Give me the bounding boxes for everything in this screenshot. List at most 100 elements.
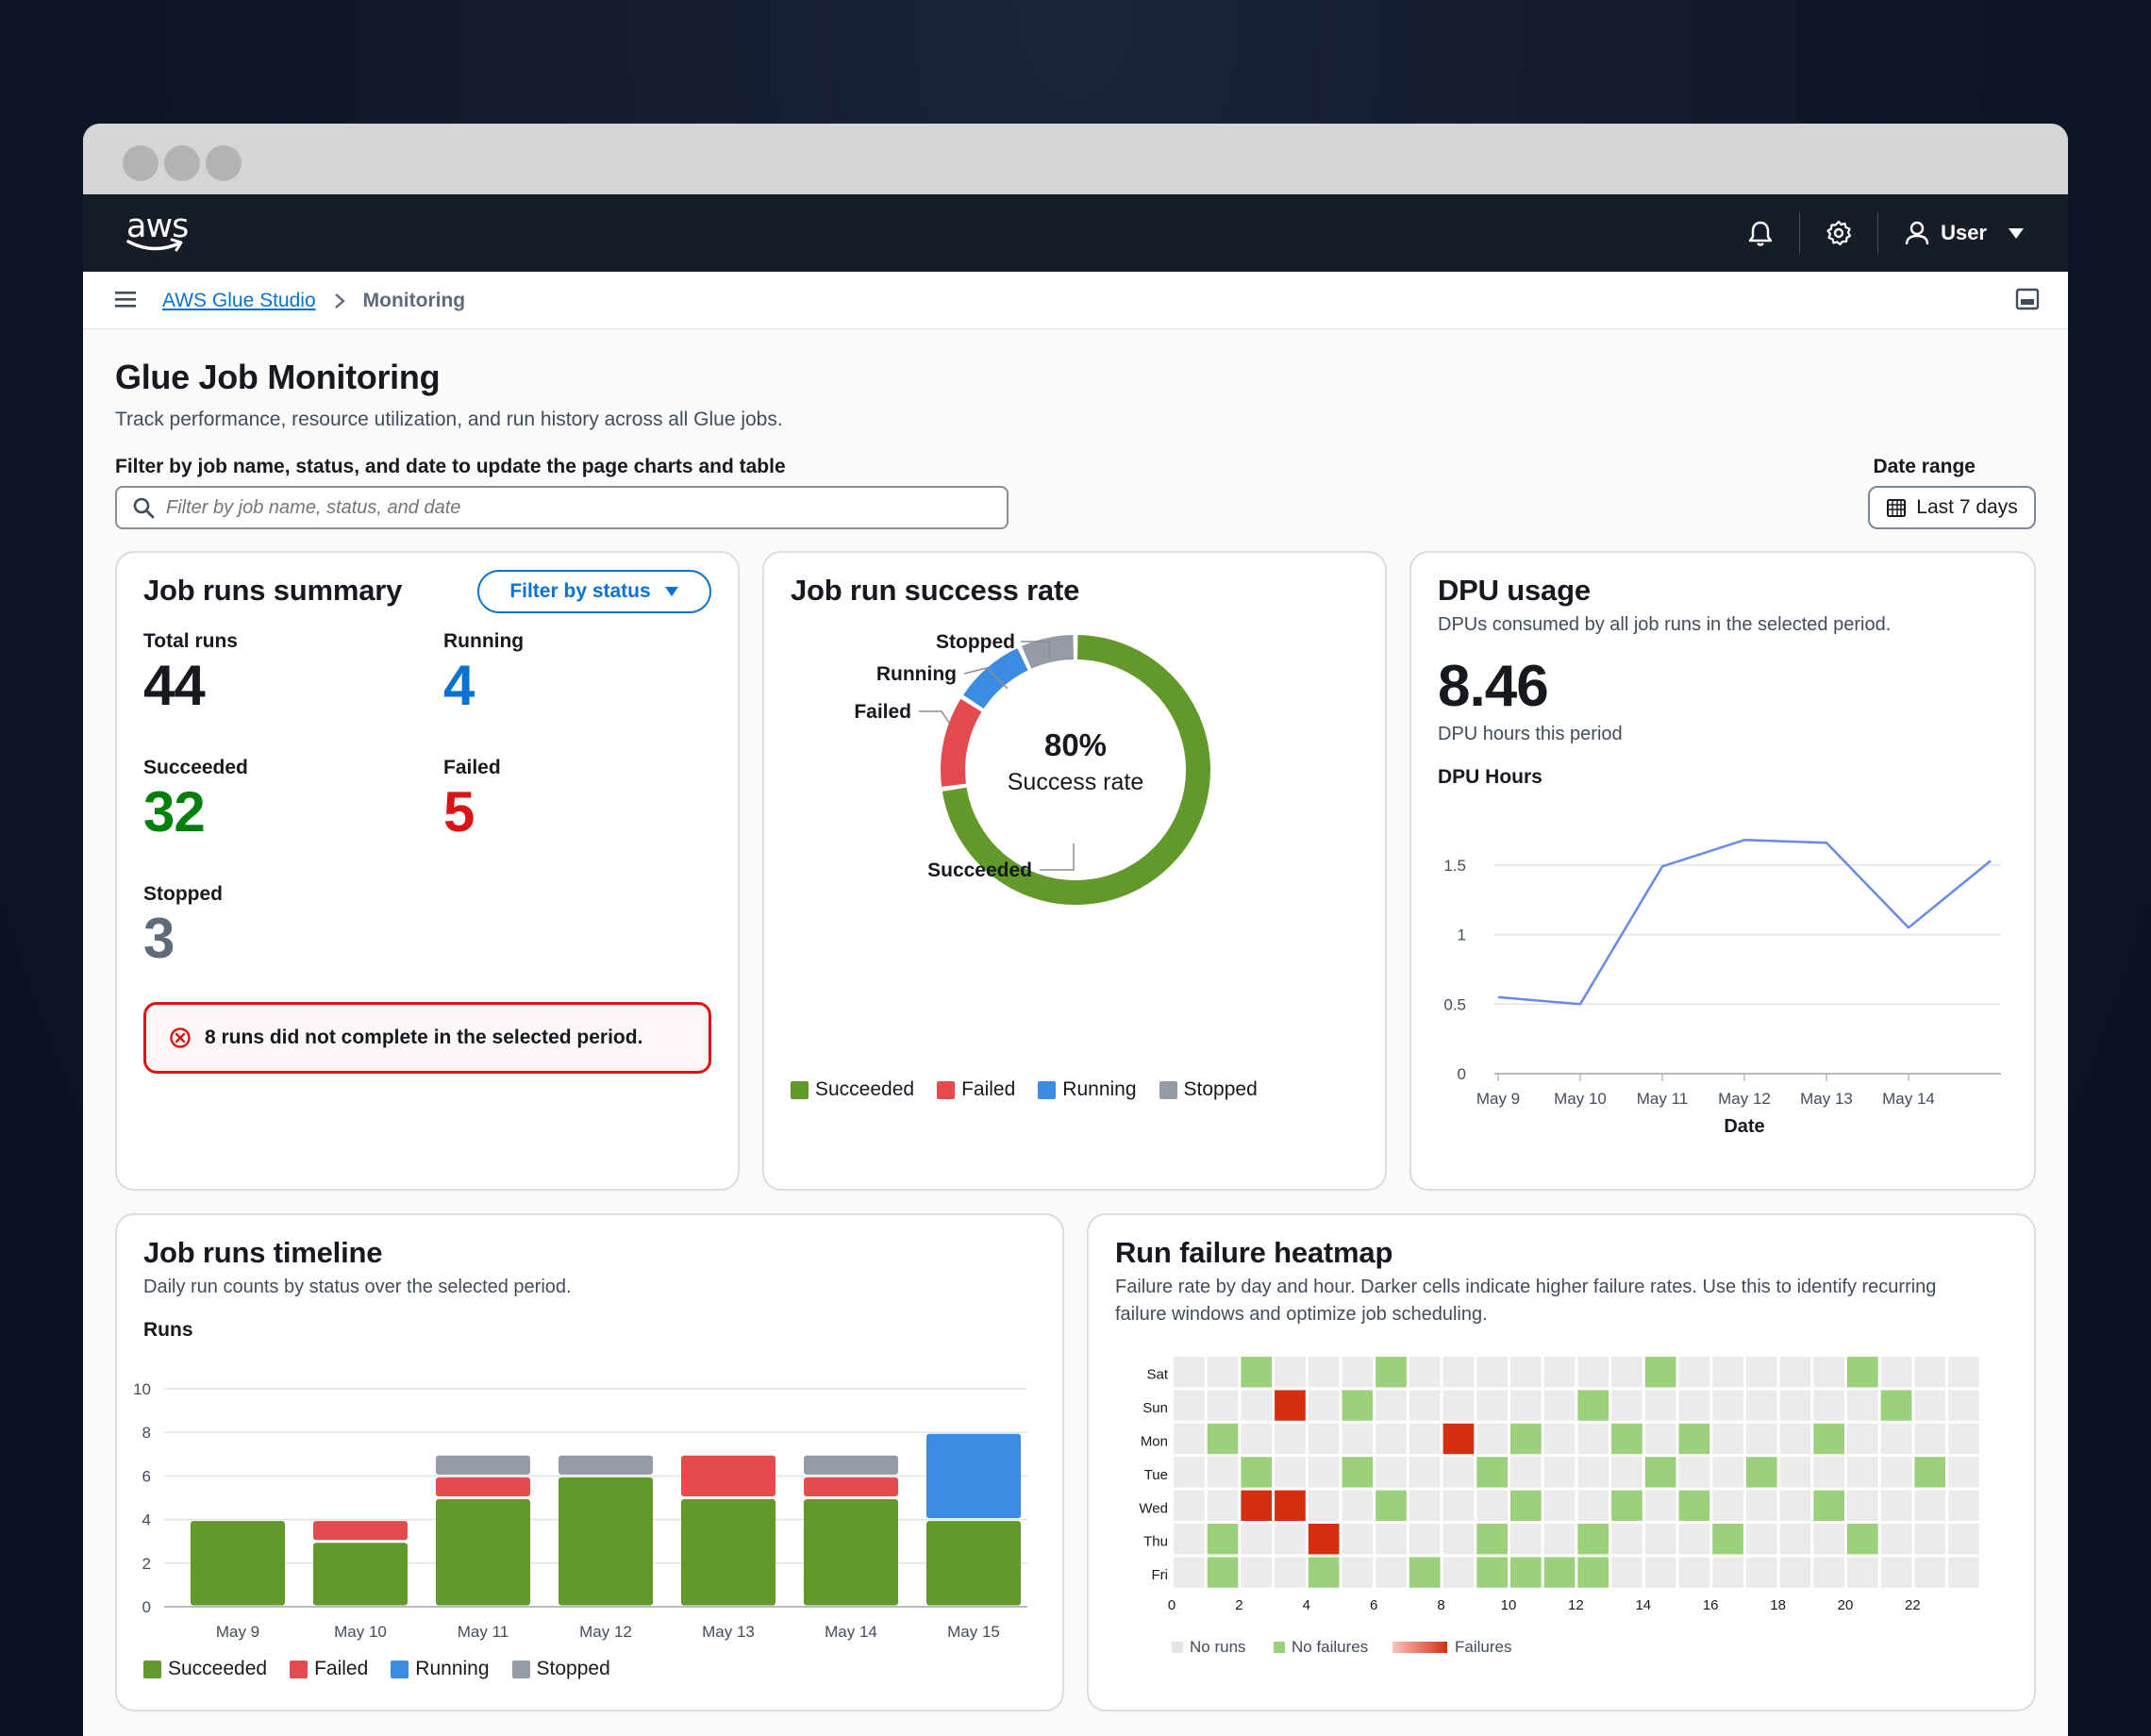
heatmap-cell[interactable] xyxy=(1543,1357,1576,1388)
legend-running[interactable]: Running xyxy=(391,1658,490,1680)
heatmap-cell[interactable] xyxy=(1207,1557,1239,1588)
heatmap-cell[interactable] xyxy=(1476,1557,1508,1588)
legend-running[interactable]: Running xyxy=(1038,1078,1137,1101)
legend-succeeded[interactable]: Succeeded xyxy=(791,1078,914,1101)
heatmap-cell[interactable] xyxy=(1409,1557,1441,1588)
heatmap-cell[interactable] xyxy=(1476,1423,1508,1455)
heatmap-cell[interactable] xyxy=(1745,1357,1777,1388)
heatmap-cell[interactable] xyxy=(1577,1457,1609,1488)
heatmap-cell[interactable] xyxy=(1678,1490,1710,1521)
heatmap-cell[interactable] xyxy=(1543,1524,1576,1555)
heatmap-cell[interactable] xyxy=(1308,1557,1340,1588)
heatmap-cell[interactable] xyxy=(1510,1357,1542,1388)
timeline-bar-succeeded[interactable] xyxy=(559,1477,653,1606)
timeline-bar-failed[interactable] xyxy=(313,1521,408,1541)
heatmap-cell[interactable] xyxy=(1813,1490,1844,1521)
heatmap-cell[interactable] xyxy=(1745,1457,1777,1488)
heatmap-cell[interactable] xyxy=(1948,1357,1979,1388)
heatmap-cell[interactable] xyxy=(1847,1390,1878,1421)
heatmap-cell[interactable] xyxy=(1813,1457,1844,1488)
heatmap-cell[interactable] xyxy=(1678,1557,1710,1588)
heatmap-cell[interactable] xyxy=(1948,1423,1979,1455)
heatmap-cell[interactable] xyxy=(1611,1457,1642,1488)
breadcrumb-glue-studio[interactable]: AWS Glue Studio xyxy=(162,289,316,311)
heatmap-cell[interactable] xyxy=(1543,1390,1576,1421)
heatmap-cell[interactable] xyxy=(1880,1423,1912,1455)
heatmap-cell[interactable] xyxy=(1779,1457,1811,1488)
user-menu[interactable]: User xyxy=(1878,220,2025,246)
donut-slice-succeeded[interactable] xyxy=(942,635,1210,905)
heatmap-cell[interactable] xyxy=(1409,1457,1441,1488)
heatmap-cell[interactable] xyxy=(1847,1557,1878,1588)
heatmap-cell[interactable] xyxy=(1376,1357,1407,1388)
heatmap-cell[interactable] xyxy=(1241,1357,1273,1388)
heatmap-cell[interactable] xyxy=(1712,1490,1743,1521)
heatmap-cell[interactable] xyxy=(1207,1524,1239,1555)
heatmap-cell[interactable] xyxy=(1543,1423,1576,1455)
heatmap-cell[interactable] xyxy=(1543,1557,1576,1588)
heatmap-cell[interactable] xyxy=(1308,1357,1340,1388)
heatmap-cell[interactable] xyxy=(1712,1457,1743,1488)
heatmap-cell[interactable] xyxy=(1914,1357,1946,1388)
heatmap-cell[interactable] xyxy=(1409,1423,1441,1455)
filter-search-input[interactable] xyxy=(166,496,977,519)
heatmap-cell[interactable] xyxy=(1476,1490,1508,1521)
heatmap-cell[interactable] xyxy=(1241,1490,1273,1521)
heatmap-cell[interactable] xyxy=(1847,1423,1878,1455)
heatmap-cell[interactable] xyxy=(1779,1524,1811,1555)
heatmap-cell[interactable] xyxy=(1577,1423,1609,1455)
donut-slice-failed[interactable] xyxy=(941,698,982,787)
timeline-bar-succeeded[interactable] xyxy=(926,1521,1021,1606)
timeline-bar-succeeded[interactable] xyxy=(681,1499,775,1606)
heatmap-cell[interactable] xyxy=(1880,1390,1912,1421)
heatmap-cell[interactable] xyxy=(1611,1557,1642,1588)
legend-stopped[interactable]: Stopped xyxy=(1159,1078,1258,1101)
heatmap-cell[interactable] xyxy=(1342,1423,1374,1455)
heatmap-cell[interactable] xyxy=(1275,1557,1306,1588)
heatmap-cell[interactable] xyxy=(1577,1524,1609,1555)
timeline-bar-failed[interactable] xyxy=(681,1455,775,1496)
heatmap-cell[interactable] xyxy=(1442,1557,1475,1588)
heatmap-cell[interactable] xyxy=(1611,1423,1642,1455)
heatmap-cell[interactable] xyxy=(1914,1557,1946,1588)
heatmap-cell[interactable] xyxy=(1813,1423,1844,1455)
heatmap-cell[interactable] xyxy=(1409,1524,1441,1555)
heatmap-cell[interactable] xyxy=(1308,1524,1340,1555)
heatmap-cell[interactable] xyxy=(1409,1390,1441,1421)
heatmap-cell[interactable] xyxy=(1308,1390,1340,1421)
donut-slice-stopped[interactable] xyxy=(1021,635,1075,669)
heatmap-cell[interactable] xyxy=(1914,1457,1946,1488)
timeline-bar-stopped[interactable] xyxy=(559,1455,653,1475)
heatmap-cell[interactable] xyxy=(1847,1357,1878,1388)
heatmap-cell[interactable] xyxy=(1577,1557,1609,1588)
heatmap-cell[interactable] xyxy=(1644,1423,1676,1455)
heatmap-cell[interactable] xyxy=(1577,1490,1609,1521)
heatmap-cell[interactable] xyxy=(1207,1357,1239,1388)
heatmap-cell[interactable] xyxy=(1442,1490,1475,1521)
heatmap-cell[interactable] xyxy=(1376,1557,1407,1588)
heatmap-cell[interactable] xyxy=(1678,1423,1710,1455)
heatmap-cell[interactable] xyxy=(1207,1423,1239,1455)
heatmap-cell[interactable] xyxy=(1880,1357,1912,1388)
heatmap-cell[interactable] xyxy=(1442,1423,1475,1455)
heatmap-cell[interactable] xyxy=(1275,1490,1306,1521)
heatmap-cell[interactable] xyxy=(1442,1524,1475,1555)
heatmap-cell[interactable] xyxy=(1275,1423,1306,1455)
heatmap-cell[interactable] xyxy=(1644,1524,1676,1555)
heatmap-cell[interactable] xyxy=(1476,1457,1508,1488)
heatmap-cell[interactable] xyxy=(1914,1490,1946,1521)
heatmap-cell[interactable] xyxy=(1275,1357,1306,1388)
window-close-dot[interactable] xyxy=(123,145,158,181)
heatmap-cell[interactable] xyxy=(1207,1490,1239,1521)
heatmap-cell[interactable] xyxy=(1644,1390,1676,1421)
heatmap-cell[interactable] xyxy=(1510,1423,1542,1455)
heatmap-cell[interactable] xyxy=(1308,1423,1340,1455)
window-minimize-dot[interactable] xyxy=(164,145,200,181)
heatmap-cell[interactable] xyxy=(1678,1357,1710,1388)
heatmap-cell[interactable] xyxy=(1442,1390,1475,1421)
heatmap-cell[interactable] xyxy=(1577,1357,1609,1388)
heatmap-cell[interactable] xyxy=(1678,1457,1710,1488)
heatmap-cell[interactable] xyxy=(1308,1457,1340,1488)
heatmap-cell[interactable] xyxy=(1745,1557,1777,1588)
filter-search-box[interactable] xyxy=(115,486,1009,529)
